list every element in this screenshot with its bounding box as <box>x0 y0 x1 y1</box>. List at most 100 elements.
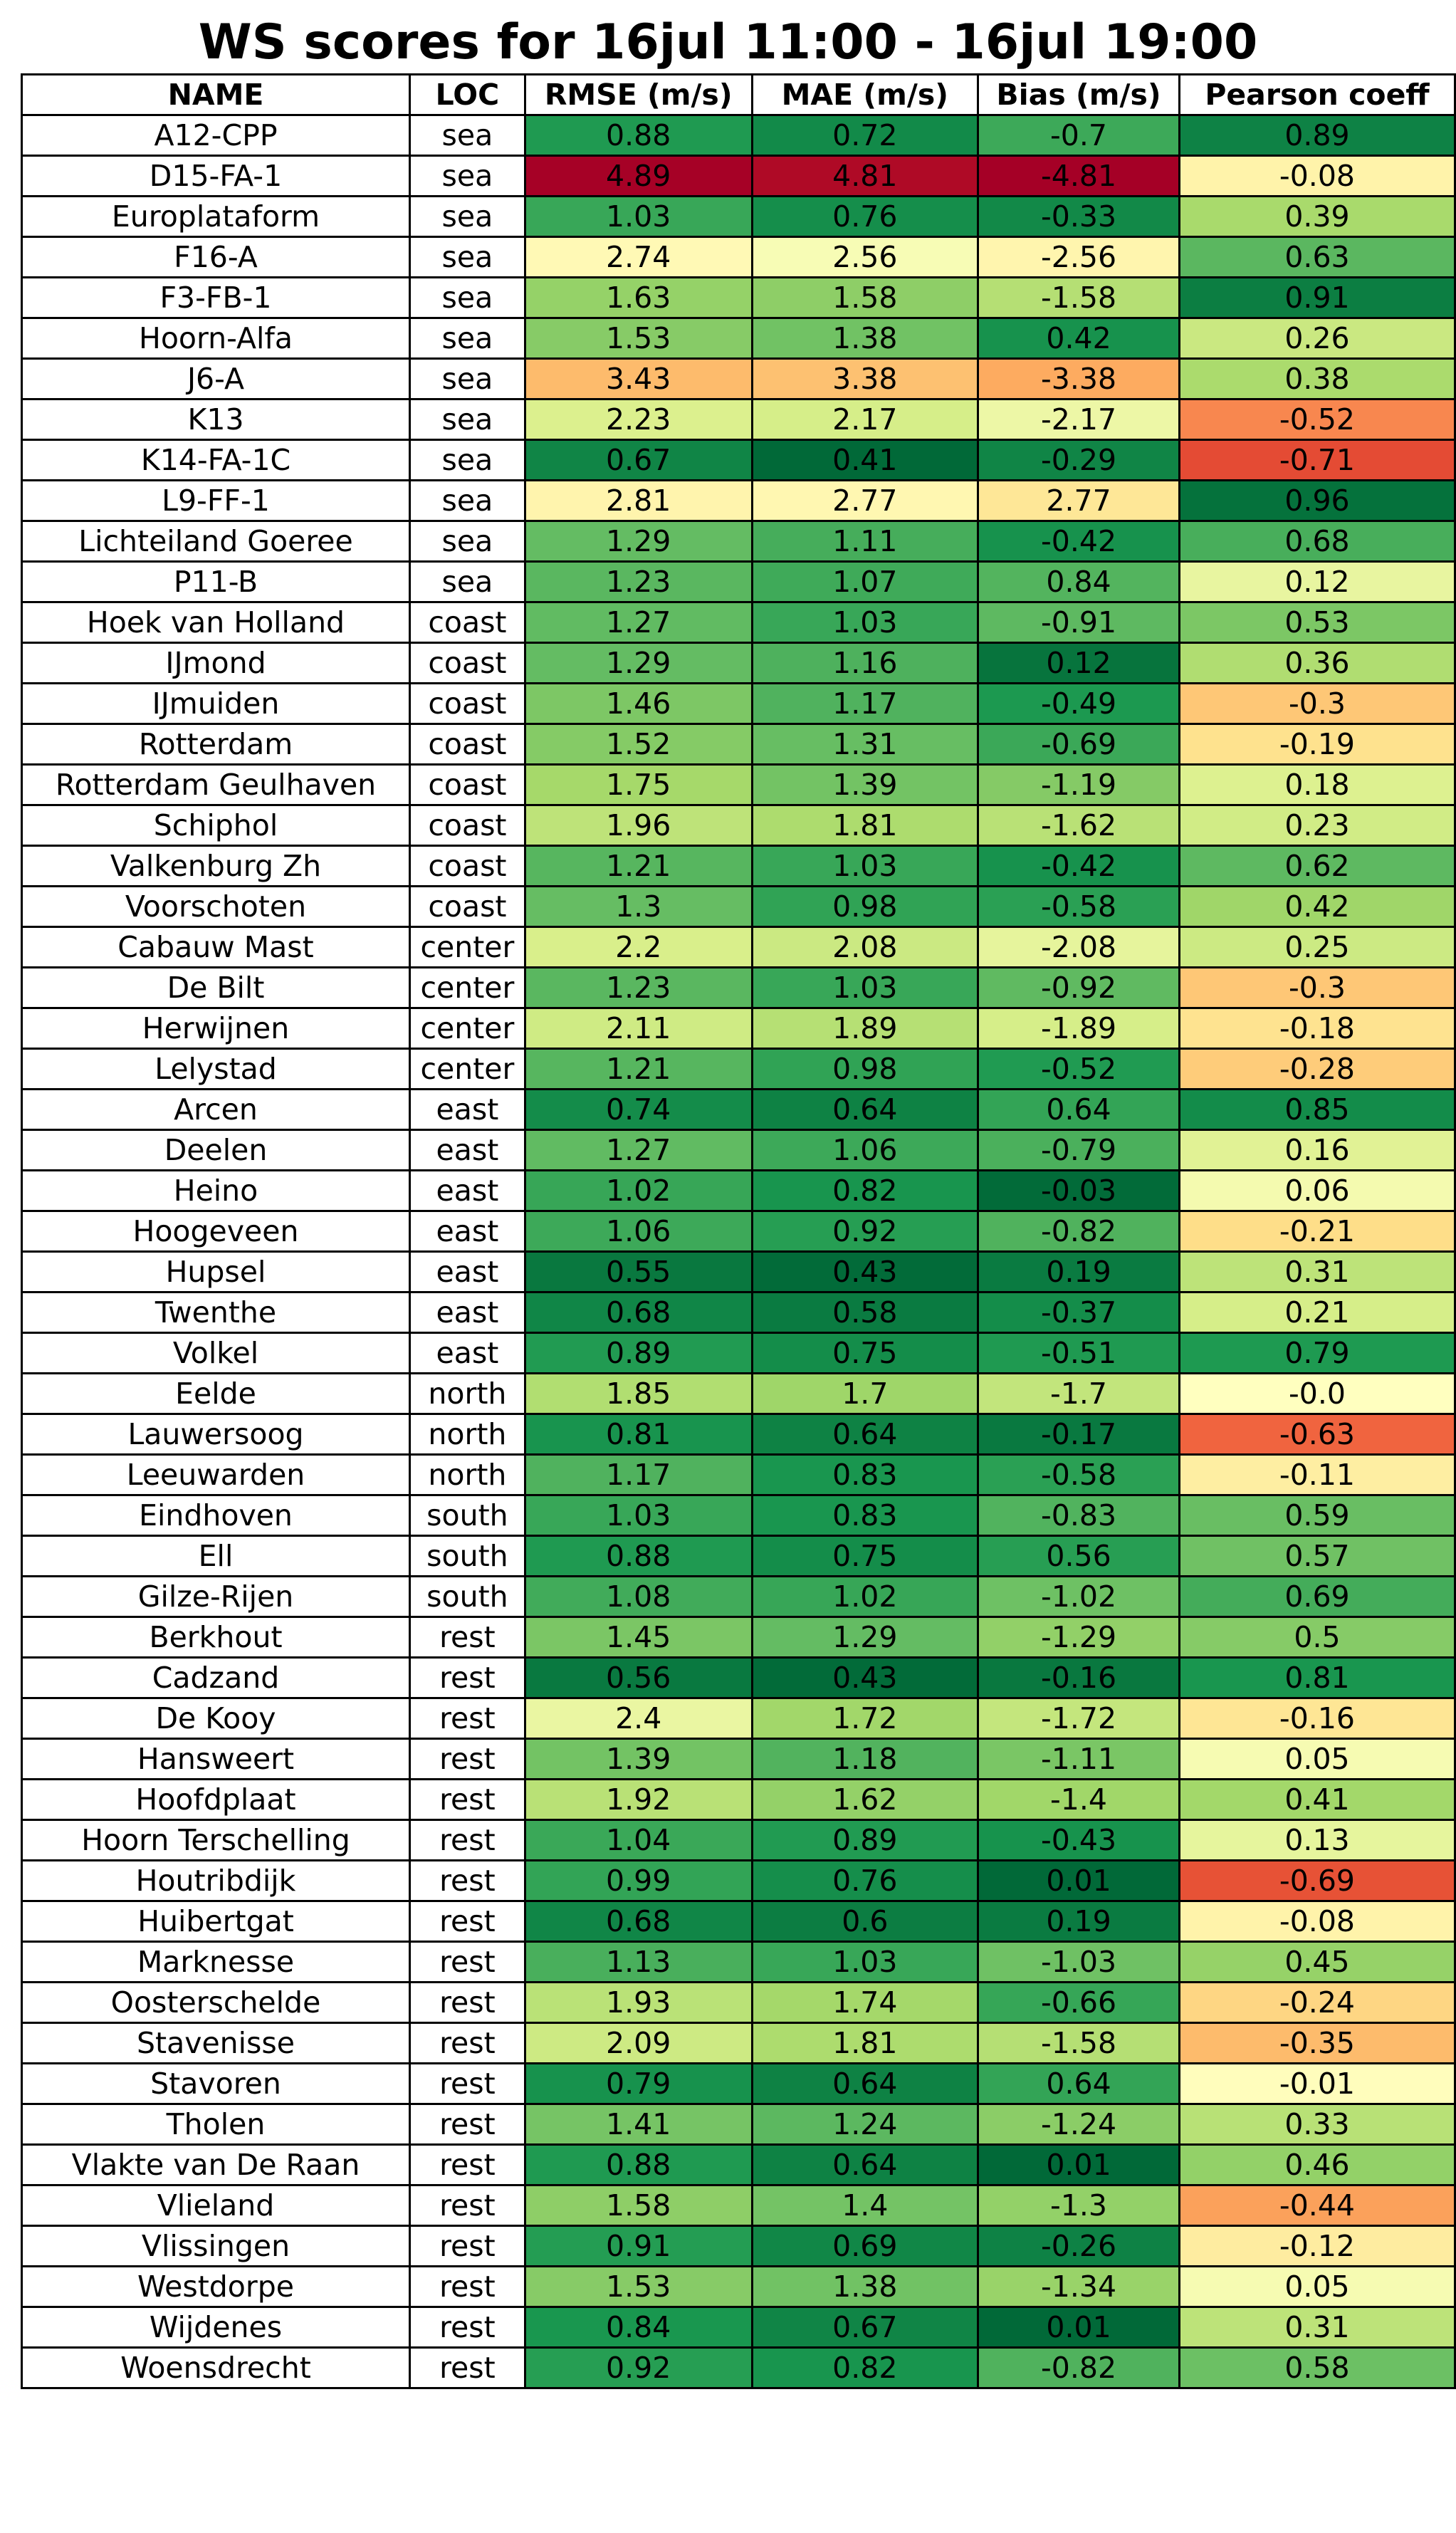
cell-pearson: 0.96 <box>1178 479 1456 522</box>
cell-rmse: 1.46 <box>523 682 753 725</box>
cell-name: Eindhoven <box>21 1494 411 1537</box>
cell-mae: 0.92 <box>750 1210 980 1253</box>
cell-loc: rest <box>409 2062 526 2105</box>
cell-name: Vlakte van De Raan <box>21 2143 411 2186</box>
cell-pearson: 0.12 <box>1178 560 1456 603</box>
cell-loc: rest <box>409 2306 526 2349</box>
cell-pearson: -0.52 <box>1178 398 1456 441</box>
table-row: Rotterdam coast 1.52 1.31 -0.69 -0.19 <box>21 723 1456 766</box>
cell-mae: 0.43 <box>750 1250 980 1293</box>
table-row: Arcen east 0.74 0.64 0.64 0.85 <box>21 1088 1456 1131</box>
cell-pearson: 0.31 <box>1178 2306 1456 2349</box>
cell-name: Hupsel <box>21 1250 411 1293</box>
table-row: Voorschoten coast 1.3 0.98 -0.58 0.42 <box>21 885 1456 928</box>
cell-name: Tholen <box>21 2103 411 2146</box>
cell-loc: rest <box>409 1616 526 1659</box>
cell-bias: -1.11 <box>977 1738 1180 1780</box>
cell-name: Voorschoten <box>21 885 411 928</box>
cell-bias: -0.49 <box>977 682 1180 725</box>
cell-name: Stavoren <box>21 2062 411 2105</box>
table-row: Eindhoven south 1.03 0.83 -0.83 0.59 <box>21 1494 1456 1537</box>
cell-pearson: -0.16 <box>1178 1697 1456 1740</box>
table-row: Gilze-Rijen south 1.08 1.02 -1.02 0.69 <box>21 1575 1456 1618</box>
cell-loc: south <box>409 1575 526 1618</box>
cell-pearson: 0.42 <box>1178 885 1456 928</box>
cell-loc: sea <box>409 357 526 400</box>
cell-pearson: 0.91 <box>1178 276 1456 319</box>
table-body: A12-CPP sea 0.88 0.72 -0.7 0.89 D15-FA-1 sea 4.8… <box>21 114 1456 2389</box>
cell-loc: east <box>409 1332 526 1374</box>
table-row: L9-FF-1 sea 2.81 2.77 2.77 0.96 <box>21 479 1456 522</box>
table-row: A12-CPP sea 0.88 0.72 -0.7 0.89 <box>21 114 1456 157</box>
cell-name: Rotterdam <box>21 723 411 766</box>
cell-bias: -0.51 <box>977 1332 1180 1374</box>
cell-name: Eelde <box>21 1372 411 1415</box>
cell-mae: 0.64 <box>750 1088 980 1131</box>
table-row: Berkhout rest 1.45 1.29 -1.29 0.5 <box>21 1616 1456 1659</box>
cell-name: Leeuwarden <box>21 1453 411 1496</box>
cell-bias: -0.42 <box>977 520 1180 563</box>
cell-mae: 1.31 <box>750 723 980 766</box>
cell-mae: 0.64 <box>750 2143 980 2186</box>
cell-loc: rest <box>409 1981 526 2024</box>
cell-mae: 0.76 <box>750 195 980 238</box>
cell-bias: -1.03 <box>977 1941 1180 1983</box>
cell-name: K14-FA-1C <box>21 439 411 481</box>
table-row: Hansweert rest 1.39 1.18 -1.11 0.05 <box>21 1738 1456 1780</box>
header-mae: MAE (m/s) <box>750 73 980 116</box>
table-row: Lauwersoog north 0.81 0.64 -0.17 -0.63 <box>21 1413 1456 1456</box>
cell-loc: sea <box>409 560 526 603</box>
cell-mae: 0.41 <box>750 439 980 481</box>
cell-mae: 1.02 <box>750 1575 980 1618</box>
table-row: Vlissingen rest 0.91 0.69 -0.26 -0.12 <box>21 2225 1456 2267</box>
cell-bias: -1.34 <box>977 2265 1180 2308</box>
cell-rmse: 0.88 <box>523 114 753 157</box>
table-row: Ell south 0.88 0.75 0.56 0.57 <box>21 1535 1456 1577</box>
cell-bias: -0.83 <box>977 1494 1180 1537</box>
cell-loc: coast <box>409 723 526 766</box>
cell-pearson: -0.69 <box>1178 1859 1456 1902</box>
cell-bias: 0.19 <box>977 1900 1180 1943</box>
cell-pearson: 0.25 <box>1178 926 1456 968</box>
cell-pearson: 0.58 <box>1178 2346 1456 2389</box>
cell-rmse: 1.21 <box>523 845 753 887</box>
cell-bias: -1.58 <box>977 276 1180 319</box>
table-row: Rotterdam Geulhaven coast 1.75 1.39 -1.19 0.1… <box>21 763 1456 806</box>
header-row: NAME LOC RMSE (m/s) MAE (m/s) Bias (m/s)… <box>21 73 1456 116</box>
cell-rmse: 1.41 <box>523 2103 753 2146</box>
cell-mae: 1.81 <box>750 804 980 847</box>
cell-loc: sea <box>409 195 526 238</box>
cell-name: F16-A <box>21 236 411 278</box>
cell-loc: sea <box>409 439 526 481</box>
cell-loc: sea <box>409 317 526 360</box>
cell-loc: east <box>409 1088 526 1131</box>
cell-mae: 0.89 <box>750 1819 980 1861</box>
cell-name: L9-FF-1 <box>21 479 411 522</box>
cell-pearson: -0.24 <box>1178 1981 1456 2024</box>
cell-name: D15-FA-1 <box>21 155 411 197</box>
cell-rmse: 0.99 <box>523 1859 753 1902</box>
table-row: De Bilt center 1.23 1.03 -0.92 -0.3 <box>21 966 1456 1009</box>
cell-loc: east <box>409 1169 526 1212</box>
cell-mae: 1.07 <box>750 560 980 603</box>
cell-pearson: 0.81 <box>1178 1656 1456 1699</box>
cell-rmse: 1.93 <box>523 1981 753 2024</box>
cell-rmse: 0.56 <box>523 1656 753 1699</box>
cell-pearson: 0.39 <box>1178 195 1456 238</box>
cell-loc: north <box>409 1453 526 1496</box>
cell-pearson: 0.53 <box>1178 601 1456 644</box>
cell-mae: 1.03 <box>750 1941 980 1983</box>
cell-pearson: 0.59 <box>1178 1494 1456 1537</box>
cell-rmse: 0.81 <box>523 1413 753 1456</box>
cell-name: Volkel <box>21 1332 411 1374</box>
cell-pearson: 0.41 <box>1178 1778 1456 1821</box>
cell-pearson: 0.63 <box>1178 236 1456 278</box>
cell-loc: sea <box>409 155 526 197</box>
cell-rmse: 1.03 <box>523 1494 753 1537</box>
cell-rmse: 0.88 <box>523 2143 753 2186</box>
cell-bias: -2.56 <box>977 236 1180 278</box>
cell-name: F3-FB-1 <box>21 276 411 319</box>
cell-rmse: 0.79 <box>523 2062 753 2105</box>
cell-name: Gilze-Rijen <box>21 1575 411 1618</box>
cell-bias: -1.3 <box>977 2184 1180 2227</box>
